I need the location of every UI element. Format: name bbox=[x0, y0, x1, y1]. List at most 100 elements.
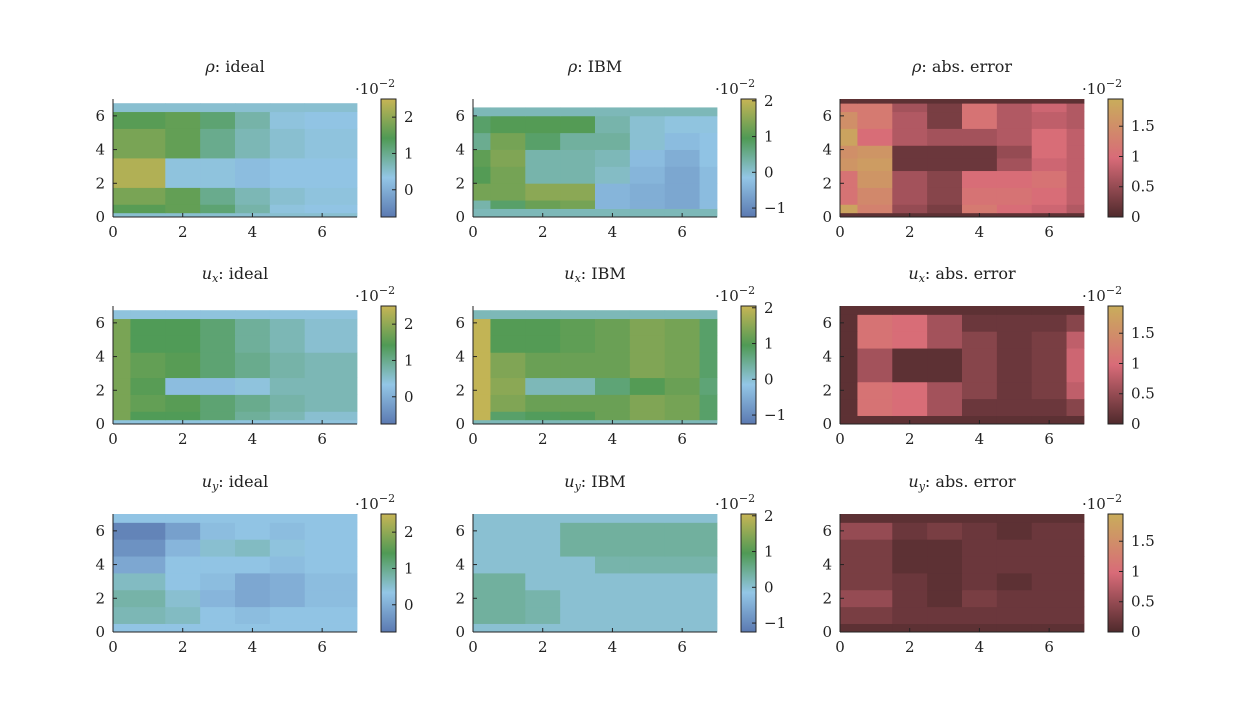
heatmap-cell bbox=[560, 539, 596, 557]
heatmap-cell bbox=[269, 573, 306, 591]
title-text: : IBM bbox=[577, 57, 622, 76]
heatmap-cell bbox=[595, 377, 631, 395]
colorbar-multiplier: ·10−2 bbox=[715, 492, 755, 513]
colorbar-multiplier: ·10−2 bbox=[1082, 77, 1122, 98]
multiplier-base: ·10 bbox=[715, 80, 739, 98]
heatmap-cell bbox=[629, 166, 666, 184]
x-tick-label: 2 bbox=[178, 223, 188, 241]
colorbar bbox=[380, 98, 397, 218]
heatmap-cell bbox=[473, 514, 526, 523]
x-tick-label: 2 bbox=[178, 638, 188, 656]
heatmap-cell bbox=[200, 377, 236, 395]
heatmap-panel: ρ: abs. error 0 2 4 6 0 2 4 6 0 0.5 1 1.5 ·10−2 bbox=[822, 57, 1154, 241]
heatmap-cell bbox=[560, 132, 596, 150]
heatmap-cell bbox=[892, 606, 928, 624]
heatmap-cell bbox=[595, 411, 631, 421]
heatmap-cell bbox=[595, 556, 631, 574]
title-symbol: u bbox=[564, 264, 574, 283]
heatmap-panel: ρ: ideal 0 2 4 6 0 2 4 6 0 1 2 ·10−2 bbox=[95, 57, 413, 241]
y-tick-label: 6 bbox=[455, 314, 465, 332]
colorbar-multiplier: ·10−2 bbox=[1082, 284, 1122, 305]
y-tick-label: 4 bbox=[95, 141, 105, 159]
heatmap-cell bbox=[560, 107, 596, 117]
heatmap-cell bbox=[165, 310, 201, 320]
heatmap-cell bbox=[664, 394, 700, 412]
heatmap-cell bbox=[113, 111, 166, 129]
y-tick-label: 6 bbox=[822, 107, 832, 125]
multiplier-exponent: −2 bbox=[1106, 284, 1122, 297]
heatmap-cell bbox=[304, 377, 358, 395]
heatmap-cell bbox=[525, 115, 561, 134]
heatmap-cell bbox=[857, 331, 893, 349]
heatmap-cell bbox=[235, 352, 271, 379]
colorbar-tick-label: 2 bbox=[404, 108, 414, 126]
heatmap-cell bbox=[699, 115, 718, 134]
heatmap-cell bbox=[235, 394, 271, 412]
heatmap-cell bbox=[113, 514, 166, 523]
heatmap-cell bbox=[269, 103, 306, 113]
heatmap-cell bbox=[165, 623, 201, 633]
heatmap-cell bbox=[840, 514, 893, 523]
heatmap-cell bbox=[235, 514, 271, 523]
y-tick-label: 2 bbox=[95, 381, 105, 399]
y-tick-label: 2 bbox=[455, 589, 465, 607]
heatmap-cell bbox=[857, 187, 893, 205]
heatmap-cell bbox=[892, 128, 928, 146]
heatmap-cell bbox=[473, 200, 491, 209]
heatmap-cell bbox=[200, 573, 236, 591]
heatmap-cell bbox=[490, 310, 526, 320]
heatmap-cell bbox=[560, 166, 596, 184]
heatmap-cell bbox=[560, 208, 596, 218]
heatmap-cell bbox=[857, 99, 893, 104]
heatmap-cell bbox=[473, 556, 526, 574]
y-tick-label: 0 bbox=[822, 208, 832, 226]
heatmap-cell bbox=[200, 310, 236, 320]
heatmap-cell bbox=[473, 208, 491, 218]
colorbar-tick-label: 0 bbox=[764, 578, 774, 596]
colorbar-tick-label: 2 bbox=[764, 299, 774, 317]
heatmap-cell bbox=[927, 331, 963, 349]
heatmap-cell bbox=[629, 352, 666, 379]
heatmap-cell bbox=[304, 419, 358, 425]
heatmap-cell bbox=[699, 107, 718, 117]
heatmap-cell bbox=[490, 377, 526, 395]
heatmap-cell bbox=[927, 128, 963, 146]
x-tick-label: 2 bbox=[538, 430, 548, 448]
heatmap-cell bbox=[269, 335, 306, 353]
heatmap-cell bbox=[664, 623, 718, 633]
multiplier-exponent: −2 bbox=[739, 284, 755, 297]
x-tick-label: 0 bbox=[108, 430, 118, 448]
y-tick-label: 0 bbox=[95, 208, 105, 226]
heatmap-cell bbox=[996, 539, 1033, 557]
heatmap-cell bbox=[927, 606, 963, 624]
heatmap-cell bbox=[1031, 606, 1085, 624]
colorbar-tick-label: 1 bbox=[764, 335, 774, 353]
heatmap-cell bbox=[165, 589, 201, 608]
heatmap-cell bbox=[269, 606, 306, 624]
heatmap-cell bbox=[1066, 128, 1085, 146]
heatmap-cell bbox=[200, 606, 236, 624]
title-subscript: y bbox=[211, 480, 219, 493]
heatmap-cell bbox=[113, 556, 166, 574]
x-tick-label: 6 bbox=[1044, 223, 1054, 241]
colorbar-tick-label: 1.5 bbox=[1131, 117, 1155, 135]
colorbar-tick-label: 1 bbox=[764, 128, 774, 146]
heatmap-cell bbox=[304, 204, 358, 214]
heatmap-cell bbox=[1031, 187, 1067, 205]
heatmap-cell bbox=[699, 352, 718, 379]
heatmap-cell bbox=[664, 318, 700, 336]
heatmap-cell bbox=[595, 200, 631, 209]
heatmap-cell bbox=[699, 310, 718, 320]
heatmap-cell bbox=[962, 556, 998, 574]
heatmap-cell bbox=[996, 170, 1033, 188]
x-tick-label: 0 bbox=[468, 223, 478, 241]
heatmap-cell bbox=[927, 187, 963, 205]
x-tick-label: 6 bbox=[317, 223, 327, 241]
heatmap-cell bbox=[473, 335, 491, 353]
heatmap-cell bbox=[927, 539, 963, 557]
heatmap-cell bbox=[113, 212, 166, 218]
heatmap-cell bbox=[629, 539, 666, 557]
title-text: : IBM bbox=[581, 264, 626, 283]
heatmap-cell bbox=[473, 623, 526, 633]
heatmap-cell bbox=[525, 573, 561, 591]
